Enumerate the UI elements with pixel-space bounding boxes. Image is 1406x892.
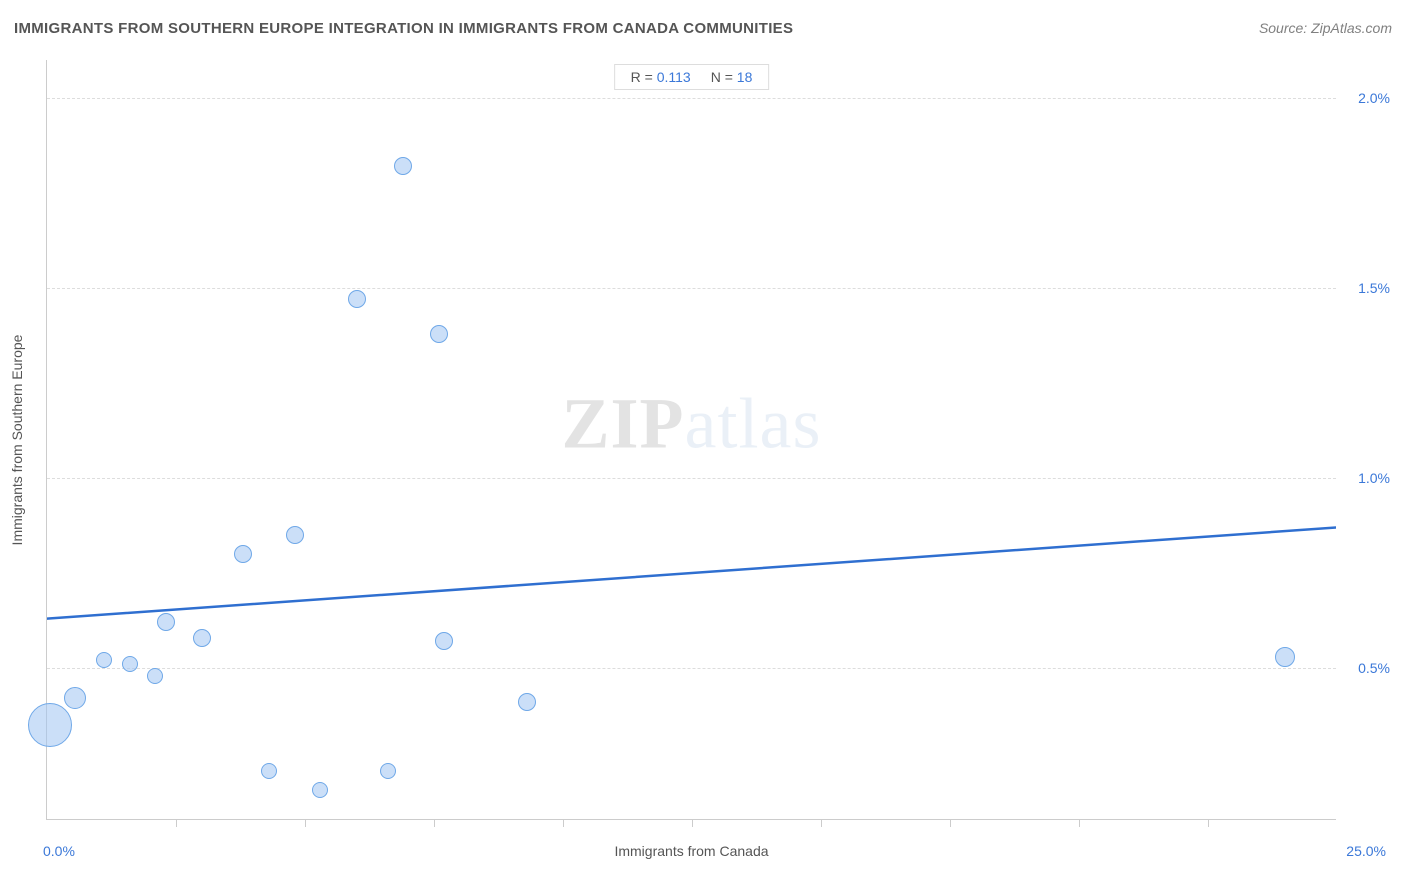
x-tick <box>563 819 564 827</box>
y-axis-title: Immigrants from Southern Europe <box>9 334 25 545</box>
source-label: Source: ZipAtlas.com <box>1259 20 1392 36</box>
x-tick <box>1208 819 1209 827</box>
data-point <box>435 632 453 650</box>
x-tick <box>692 819 693 827</box>
x-tick <box>950 819 951 827</box>
gridline <box>47 668 1336 669</box>
x-tick <box>1079 819 1080 827</box>
gridline <box>47 98 1336 99</box>
data-point <box>286 526 304 544</box>
data-point <box>348 290 366 308</box>
n-stat: N = 18 <box>711 69 753 85</box>
gridline <box>47 478 1336 479</box>
x-tick <box>305 819 306 827</box>
y-tick-label: 0.5% <box>1358 660 1390 676</box>
data-point <box>28 703 72 747</box>
x-axis-min-label: 0.0% <box>43 843 75 859</box>
scatter-plot: ZIPatlas 0.5%1.0%1.5%2.0% Immigrants fro… <box>46 60 1336 820</box>
data-point <box>147 668 163 684</box>
data-point <box>261 763 277 779</box>
r-stat: R = 0.113 <box>631 69 691 85</box>
chart-title: IMMIGRANTS FROM SOUTHERN EUROPE INTEGRAT… <box>14 20 793 37</box>
y-tick-label: 1.0% <box>1358 470 1390 486</box>
stats-box: R = 0.113 N = 18 <box>614 64 770 90</box>
data-point <box>430 325 448 343</box>
data-point <box>122 656 138 672</box>
data-point <box>518 693 536 711</box>
x-tick <box>821 819 822 827</box>
data-point <box>312 782 328 798</box>
data-point <box>1275 647 1295 667</box>
data-point <box>64 687 86 709</box>
data-point <box>157 613 175 631</box>
watermark: ZIPatlas <box>562 383 822 466</box>
gridline <box>47 288 1336 289</box>
y-tick-label: 1.5% <box>1358 280 1390 296</box>
data-point <box>234 545 252 563</box>
x-axis-title: Immigrants from Canada <box>614 843 768 859</box>
data-point <box>96 652 112 668</box>
data-point <box>394 157 412 175</box>
x-tick <box>176 819 177 827</box>
y-tick-label: 2.0% <box>1358 90 1390 106</box>
x-axis-max-label: 25.0% <box>1346 843 1386 859</box>
data-point <box>380 763 396 779</box>
data-point <box>193 629 211 647</box>
x-tick <box>434 819 435 827</box>
